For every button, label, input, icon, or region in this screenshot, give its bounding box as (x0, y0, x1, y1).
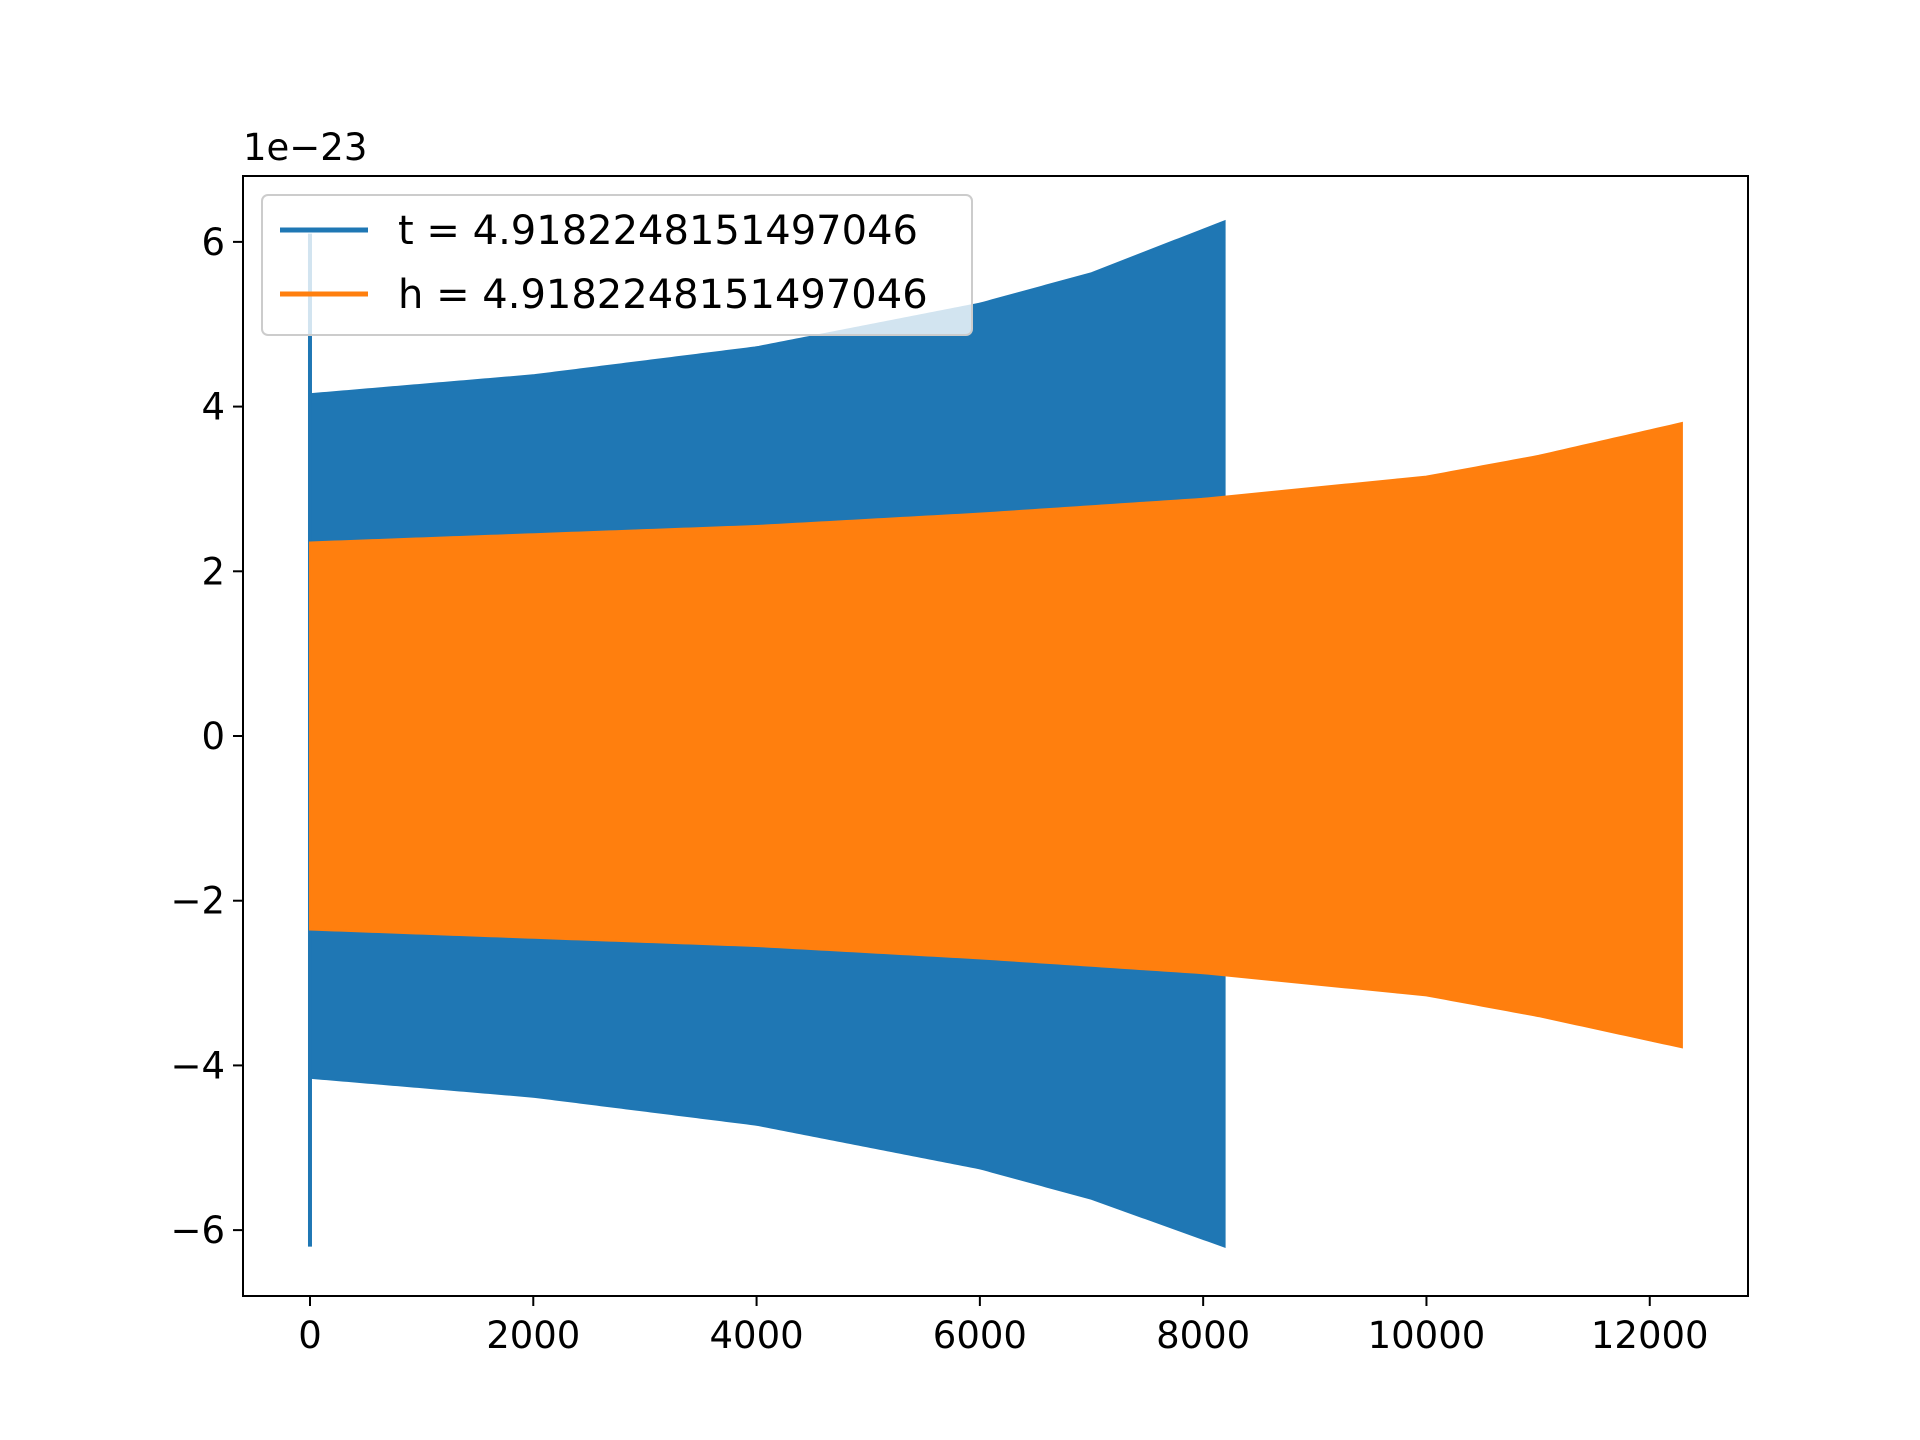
legend-label: t = 4.9182248151497046 (398, 208, 918, 254)
x-tick-label: 6000 (933, 1314, 1027, 1357)
legend-item-1: t = 4.9182248151497046 (280, 208, 918, 254)
series-2 (308, 421, 1683, 1049)
y-axis: −6 −4 −2 0 2 4 6 (170, 221, 243, 1252)
legend-item-2: h = 4.9182248151497046 (280, 272, 928, 318)
series-2-envelope (308, 421, 1683, 1049)
legend-label: h = 4.9182248151497046 (398, 272, 928, 318)
y-tick-label: 0 (201, 715, 225, 758)
x-tick-label: 0 (298, 1314, 322, 1357)
x-tick-label: 2000 (486, 1314, 580, 1357)
x-tick-label: 10000 (1368, 1314, 1486, 1357)
y-offset-label: 1e−23 (243, 126, 367, 169)
y-tick-label: −4 (170, 1044, 225, 1087)
legend-box (261, 194, 973, 336)
y-tick-label: 6 (201, 221, 225, 264)
y-tick-label: 4 (201, 386, 225, 429)
x-axis: 0 2000 4000 6000 8000 10000 12000 (298, 1296, 1709, 1357)
x-tick-label: 4000 (709, 1314, 803, 1357)
legend: t = 4.9182248151497046 h = 4.918224815149… (261, 194, 973, 336)
y-tick-label: −2 (170, 880, 225, 923)
x-tick-label: 8000 (1156, 1314, 1250, 1357)
series-layer (307, 219, 1683, 1249)
x-tick-label: 12000 (1591, 1314, 1709, 1357)
y-tick-label: −6 (170, 1209, 225, 1252)
y-tick-label: 2 (201, 550, 225, 593)
